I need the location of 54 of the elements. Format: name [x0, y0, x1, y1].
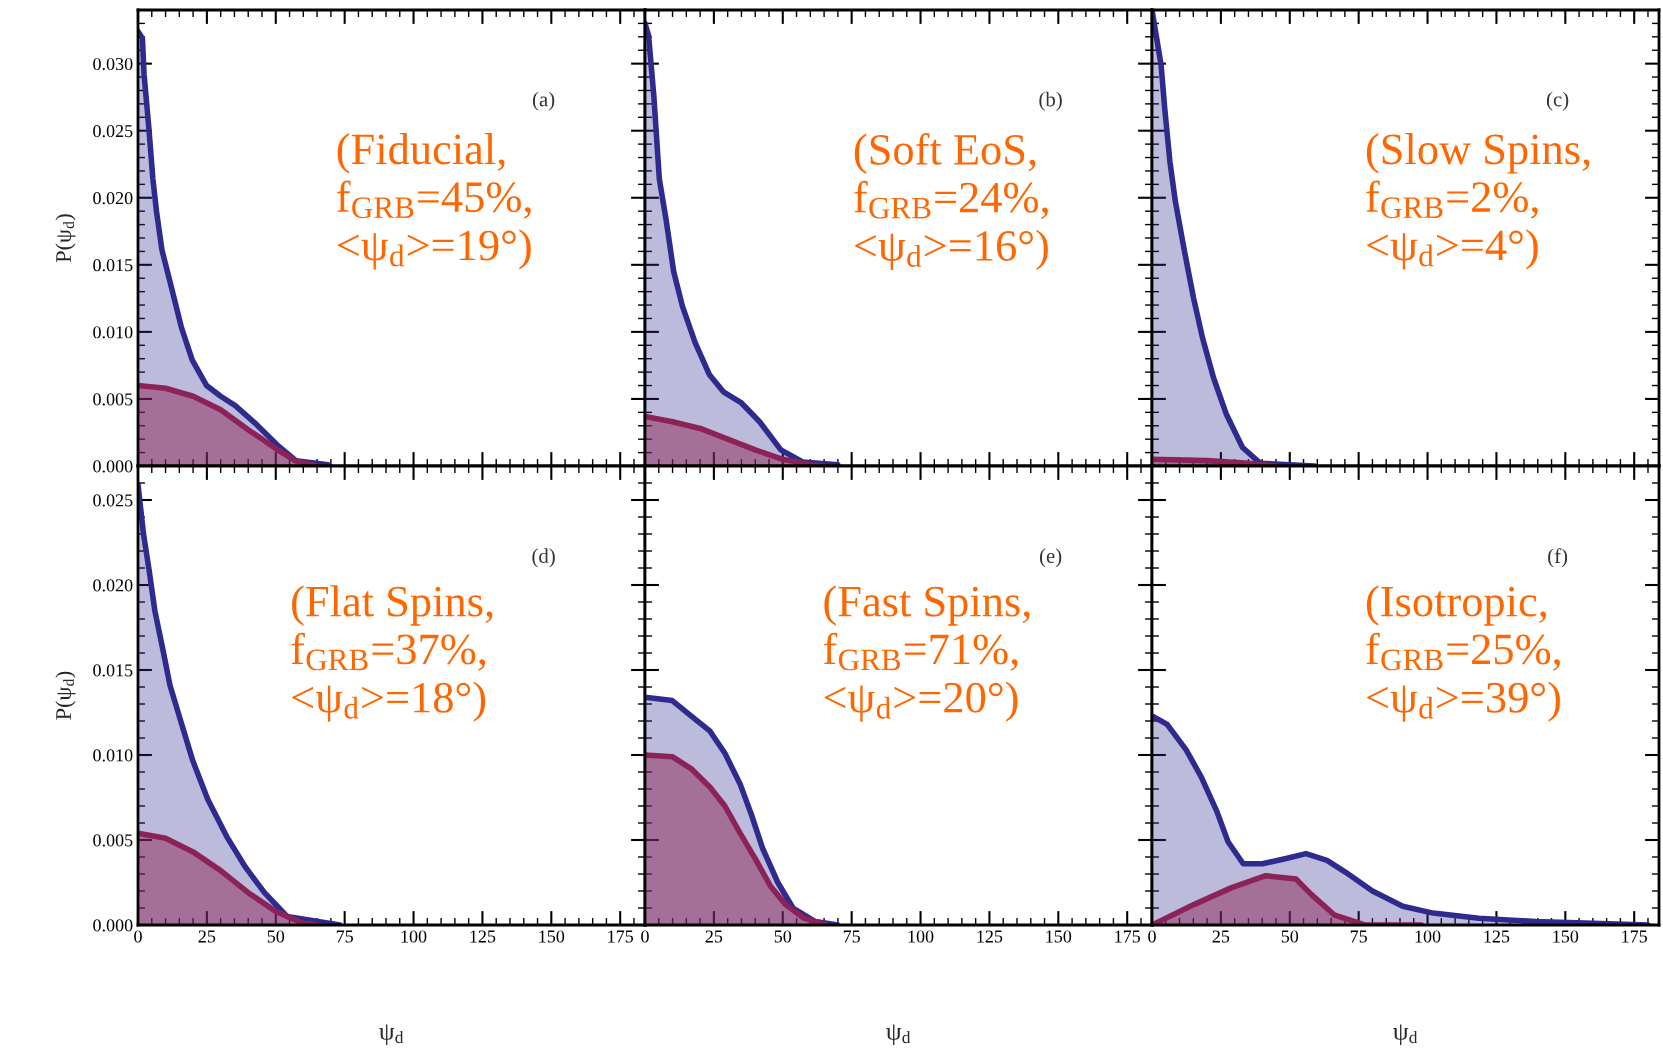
annotation: (a) — [532, 91, 555, 111]
x-tick-label: 150 — [1553, 930, 1579, 943]
annotation: (Soft EoS, f$_{GRB}$=24%, <ψ$_{d}$>=16°) — [854, 133, 1048, 270]
annotation: (d) — [532, 548, 555, 568]
annotation: (f) — [1548, 548, 1568, 568]
x-tick-label: 0 — [134, 930, 142, 943]
x-tick-label: 100 — [401, 930, 427, 943]
x-tick-label: 175 — [1115, 930, 1141, 943]
x-tick-label: 125 — [1484, 930, 1510, 943]
x-tick-label: 175 — [1622, 930, 1648, 943]
y-tick-label: 0.010 — [93, 749, 133, 762]
annotation: (e) — [1039, 548, 1062, 568]
y-tick-label: 0.015 — [93, 259, 133, 272]
x-tick-label: 100 — [908, 930, 934, 943]
y-tick-label: 0.025 — [93, 124, 133, 138]
x-tick-label: 150 — [539, 930, 565, 943]
x-tick-label: 25 — [198, 930, 216, 943]
x-tick-label: 25 — [1212, 930, 1230, 943]
x-tick-label: 125 — [977, 930, 1003, 943]
x-tick-label: 0 — [1148, 930, 1156, 943]
x-tick-label: 50 — [1281, 930, 1299, 943]
x-axis-title: ψ$_{d}$ — [1393, 1024, 1418, 1045]
x-tick-label: 50 — [774, 930, 792, 943]
y-tick-label: 0.020 — [93, 579, 133, 592]
x-tick-label: 75 — [336, 930, 353, 943]
x-axis-title: ψ$_{d}$ — [379, 1024, 404, 1045]
annotation: (Slow Spins, f$_{GRB}$=2%, <ψ$_{d}$>=4°) — [1366, 133, 1590, 270]
annotation: (Fiducial, f$_{GRB}$=45%, <ψ$_{d}$>=19°) — [337, 133, 531, 270]
y-axis-title: P(ψ$_{d}$) — [55, 671, 76, 720]
annotation: (b) — [1039, 91, 1062, 111]
x-tick-label: 150 — [1046, 930, 1072, 943]
y-tick-label: 0.025 — [93, 494, 133, 507]
y-tick-label: 0.005 — [93, 393, 133, 406]
annotation: (Fast Spins, f$_{GRB}$=71%, <ψ$_{d}$>=20°) — [823, 585, 1030, 722]
x-tick-label: 75 — [843, 930, 860, 943]
y-tick-label: 0.000 — [93, 919, 133, 932]
x-tick-label: 25 — [705, 930, 723, 943]
x-tick-label: 50 — [267, 930, 285, 943]
annotation: (Flat Spins, f$_{GRB}$=37%, <ψ$_{d}$>=18°) — [291, 585, 493, 722]
y-tick-label: 0.030 — [93, 57, 133, 71]
x-tick-label: 0 — [641, 930, 649, 943]
y-tick-label: 0.010 — [93, 326, 133, 339]
y-tick-label: 0.020 — [93, 192, 133, 205]
annotation: (Isotropic, f$_{GRB}$=25%, <ψ$_{d}$>=39°) — [1366, 585, 1560, 722]
y-axis-title: P(ψ$_{d}$) — [55, 214, 76, 263]
x-tick-label: 75 — [1350, 930, 1367, 943]
annotation: (c) — [1546, 91, 1569, 111]
y-tick-label: 0.000 — [93, 460, 133, 473]
y-tick-label: 0.005 — [93, 834, 133, 847]
x-tick-label: 175 — [608, 930, 634, 943]
x-tick-label: 100 — [1415, 930, 1441, 943]
x-tick-label: 125 — [470, 930, 496, 943]
y-tick-label: 0.015 — [93, 664, 133, 677]
x-axis-title: ψ$_{d}$ — [886, 1024, 911, 1045]
